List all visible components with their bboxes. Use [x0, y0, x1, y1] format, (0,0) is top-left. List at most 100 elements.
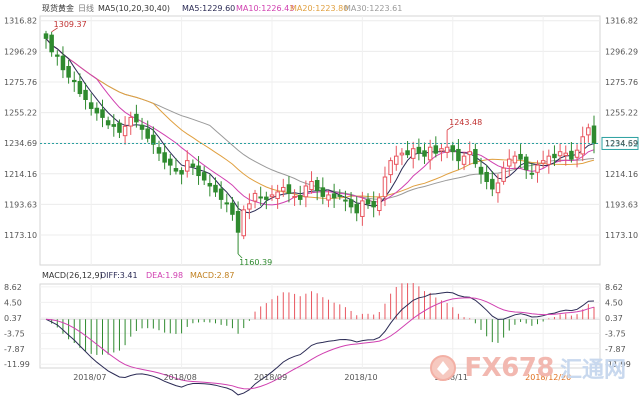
annotation-pointer [51, 27, 58, 33]
candle-body [354, 203, 359, 214]
candle-body [444, 146, 450, 153]
candle-body [473, 149, 478, 165]
candle-body [94, 107, 100, 114]
candle-body [196, 165, 201, 177]
candle-body [156, 147, 162, 154]
candle-body [563, 152, 569, 156]
candle-body [235, 210, 241, 233]
candle [377, 193, 382, 216]
price-tick-label-right: 1296.29 [605, 47, 638, 56]
annotation-label: 1160.39 [239, 258, 272, 267]
price-annotations: 1309.37 1160.39 1243.48 [51, 20, 482, 267]
macd-legend-dea: DEA:1.98 [146, 271, 183, 280]
left-price-axis: 1316.82 1296.29 1275.76 1255.22 1234.69 1214.… [4, 17, 37, 369]
candle [444, 130, 450, 159]
candle [399, 148, 405, 166]
candle [269, 185, 275, 201]
candle [456, 139, 461, 170]
price-tick-label-left: 1316.82 [4, 17, 37, 26]
candle-body [478, 166, 484, 175]
ma20-line [45, 38, 595, 199]
price-annotation: 1160.39 [237, 253, 272, 267]
right-price-axis: 1316.82 1296.29 1275.76 1255.22 1234.69 1214.… [605, 17, 638, 369]
macd-tick-label-left: 0.37 [4, 314, 22, 323]
annotation-label: 1243.48 [449, 118, 482, 127]
candle-body [66, 65, 71, 78]
price-tick-label-right: 1316.82 [605, 17, 638, 26]
current-price-tag-box [601, 136, 639, 150]
macd-tick-label-left: -7.87 [4, 345, 25, 354]
candle-body [591, 125, 597, 144]
candle [461, 152, 467, 171]
candle-body [320, 187, 326, 197]
candle-body [241, 209, 246, 237]
candle [275, 184, 280, 209]
candle [473, 143, 478, 168]
candle [331, 183, 337, 208]
candle [439, 142, 444, 162]
candle [365, 193, 371, 209]
candle [427, 139, 433, 170]
candle-body [60, 55, 66, 71]
candle-body [337, 194, 343, 197]
macd-tick-label-right: -7.87 [605, 345, 626, 354]
price-tick-label-right: 1234.69 [605, 139, 638, 148]
candle [394, 145, 399, 171]
candle-body [523, 156, 529, 171]
candle-body [484, 171, 489, 183]
candle [354, 196, 359, 222]
candle-body [134, 113, 139, 123]
macd-tick-label-left: 4.50 [4, 298, 22, 307]
candle [207, 174, 213, 197]
macd-tick-label-left: -3.75 [4, 329, 25, 338]
candle-body [55, 54, 60, 57]
candle [145, 120, 150, 143]
macd-tick-label-left: -11.99 [4, 360, 30, 369]
candle-body [382, 176, 388, 198]
candle [196, 156, 201, 185]
candle-body [117, 122, 122, 133]
candle-body [343, 199, 348, 202]
candle-body [71, 79, 77, 83]
candle-body [247, 203, 252, 210]
candle [43, 30, 49, 49]
candle-body [264, 196, 269, 200]
candle [501, 161, 506, 185]
candle [201, 166, 207, 185]
price-tick-label-left: 1234.69 [4, 139, 37, 148]
candle [281, 178, 286, 197]
price-tick-label-left: 1173.10 [4, 231, 37, 240]
candle-body [275, 191, 280, 199]
candlestick-series [43, 30, 597, 254]
price-panel-frame [39, 15, 601, 266]
candle-body [145, 128, 150, 139]
price-tick-label-right: 1214.16 [605, 170, 638, 179]
candle-body [410, 148, 416, 159]
candle-body [83, 89, 88, 100]
candle-body [586, 127, 591, 136]
candle-body [495, 182, 501, 194]
candle-body [269, 194, 275, 198]
date-tick-label: 2018/12/20 [525, 373, 571, 382]
candle-body [490, 178, 495, 190]
candle [309, 171, 314, 194]
current-price-line: 1234.52 [40, 136, 639, 150]
candle [49, 31, 54, 57]
candle [422, 142, 427, 164]
candle-body [77, 80, 83, 95]
candle-body [184, 160, 190, 172]
candle [540, 150, 546, 169]
legend-symbol: 现货黄金 [42, 3, 74, 13]
candle [105, 116, 111, 130]
candle-body [461, 155, 467, 165]
candle [230, 196, 235, 221]
candle [252, 189, 258, 209]
candle [297, 185, 303, 206]
candle-body [512, 155, 518, 164]
price-tick-label-right: 1193.63 [605, 200, 638, 209]
candle [134, 104, 139, 128]
candle-body [139, 124, 145, 130]
candle-body [230, 202, 235, 215]
candle-body [218, 188, 224, 200]
